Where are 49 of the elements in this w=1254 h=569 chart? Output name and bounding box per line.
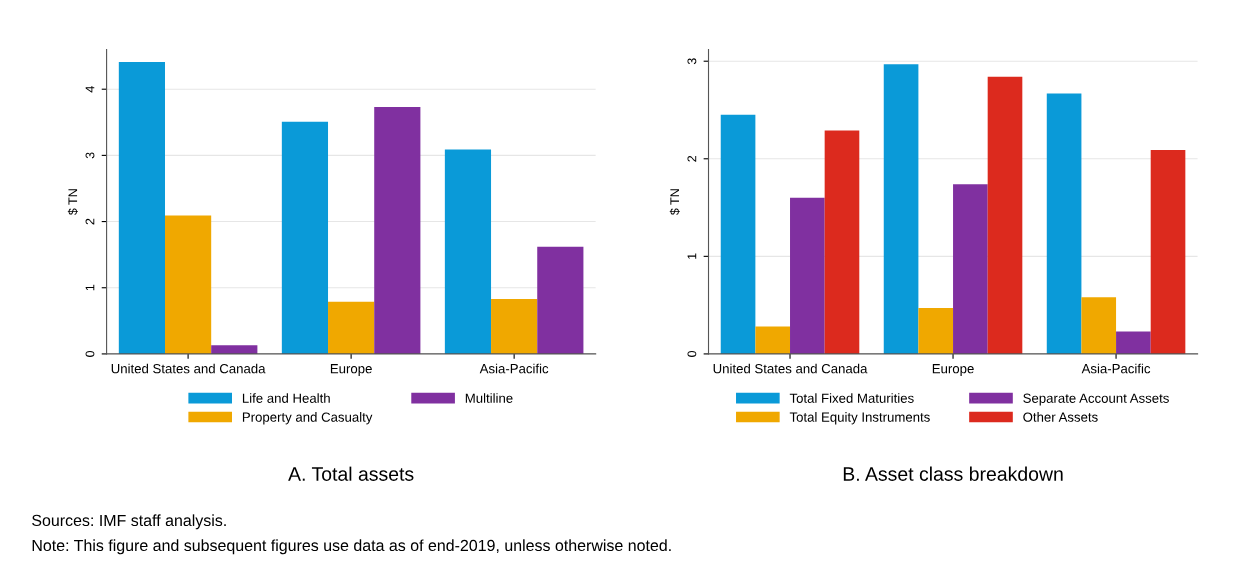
bar (281, 121, 329, 354)
legend-label: Property and Casualty (242, 412, 373, 425)
legend-label: Other Assets (1023, 412, 1098, 422)
legend-label: Life and Health (242, 393, 330, 403)
bar (987, 76, 1023, 354)
text: Note: This figure and subsequent figures use data as of end-2019, unless otherwise noted. (32, 539, 671, 555)
bar (790, 197, 825, 354)
bar (883, 64, 919, 354)
bar (374, 107, 421, 354)
bar (953, 184, 988, 354)
y-axis-title: $ TN (67, 189, 78, 216)
y-tick-label: 0 (687, 350, 697, 357)
y-tick-label: 0 (85, 350, 95, 357)
text: B. Asset class breakdown (843, 466, 1063, 481)
legend-label: Separate Account Assets (1023, 393, 1169, 406)
bar (328, 301, 375, 354)
source-note: Sources: IMF staff analysis. (32, 514, 226, 530)
x-tick-label: Asia-Pacific (1081, 363, 1151, 374)
bar (755, 326, 791, 354)
x-tick-label: United States and Canada (111, 363, 266, 374)
y-tick-label: 2 (687, 155, 697, 162)
bar (444, 149, 492, 354)
bar (1046, 93, 1082, 354)
bar (824, 130, 860, 354)
legend-label: Multiline (465, 393, 513, 403)
legend-label: Total Fixed Maturities (789, 393, 914, 403)
bar (211, 345, 258, 354)
x-tick-label: Europe (330, 364, 372, 376)
y-tick-label: 3 (85, 152, 95, 159)
y-tick-label: 1 (85, 284, 95, 291)
x-tick-label: Europe (932, 364, 974, 376)
y-tick-label: 1 (687, 253, 697, 259)
y-tick-label: 2 (85, 218, 95, 225)
bar (1150, 150, 1186, 354)
bar (537, 246, 584, 354)
bar (1081, 297, 1117, 354)
bar (918, 308, 954, 354)
x-tick-label: United States and Canada (713, 363, 868, 374)
bar (165, 215, 212, 354)
bar (491, 298, 538, 354)
legend-label: Total Equity Instruments (789, 412, 930, 425)
y-tick-label: 4 (85, 86, 95, 93)
bar (118, 62, 166, 354)
x-tick-label: Asia-Pacific (479, 363, 549, 374)
y-axis-title: $ TN (669, 189, 680, 216)
y-tick-label: 3 (687, 58, 697, 65)
bar (1116, 331, 1151, 354)
text: A. Total assets (288, 466, 414, 481)
bar (720, 114, 756, 354)
